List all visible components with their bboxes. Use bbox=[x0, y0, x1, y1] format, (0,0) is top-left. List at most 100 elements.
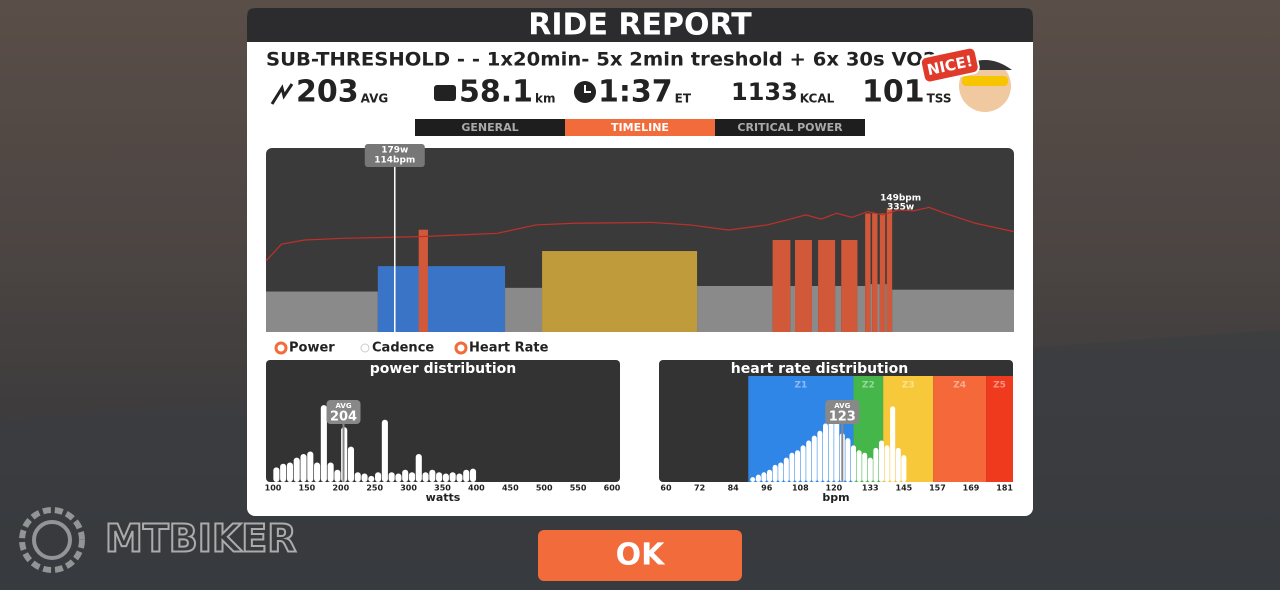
power-segment bbox=[790, 286, 795, 332]
avatar-glasses bbox=[962, 76, 1008, 86]
power-segment bbox=[835, 286, 842, 332]
hist-bar bbox=[368, 475, 375, 482]
hist-bar bbox=[789, 452, 795, 482]
x-tick-label: 100 bbox=[265, 484, 282, 493]
legend-swatch[interactable] bbox=[454, 341, 468, 355]
hist-bar bbox=[314, 462, 321, 482]
x-tick-label: 157 bbox=[929, 484, 946, 493]
ok-label[interactable]: OK bbox=[616, 538, 667, 573]
power-segment bbox=[505, 287, 543, 332]
badge-box bbox=[919, 46, 980, 84]
legend-swatch[interactable] bbox=[274, 341, 288, 355]
hist-bar bbox=[408, 472, 416, 482]
tab-label[interactable]: GENERAL bbox=[461, 121, 518, 134]
stat-unit: ET bbox=[675, 92, 692, 106]
x-tick-label: 169 bbox=[963, 484, 980, 493]
power-segment bbox=[885, 284, 887, 332]
hist-bar bbox=[307, 451, 314, 482]
hist-bar bbox=[415, 453, 422, 482]
stat-unit: TSS bbox=[927, 92, 952, 106]
hist-bar bbox=[347, 446, 355, 482]
power-segment bbox=[418, 229, 428, 332]
power-segment bbox=[892, 289, 1014, 332]
hist-bar bbox=[901, 455, 907, 482]
tab-active[interactable] bbox=[565, 119, 715, 136]
power-segment bbox=[772, 240, 791, 332]
power-segment bbox=[794, 240, 812, 332]
hist-bar bbox=[834, 411, 840, 482]
hist-bar bbox=[890, 406, 896, 482]
x-tick-label: 200 bbox=[332, 484, 349, 493]
x-tick-label: 400 bbox=[468, 484, 485, 493]
x-tick-label: 145 bbox=[896, 484, 913, 493]
hist-bar bbox=[755, 474, 761, 482]
hist-bar bbox=[449, 472, 456, 482]
hr-dist-title: heart rate distribution bbox=[731, 361, 908, 377]
hist-bar bbox=[873, 447, 879, 482]
hist-bar bbox=[845, 438, 851, 482]
avg-box bbox=[326, 400, 361, 424]
hist-bar bbox=[422, 472, 429, 482]
stat-value: 1:37 bbox=[598, 75, 673, 110]
stat-unit: km bbox=[535, 92, 555, 106]
hist-bar bbox=[280, 463, 287, 482]
x-tick-label: 108 bbox=[792, 484, 809, 493]
hist-bar bbox=[402, 469, 409, 482]
x-tick-label: 300 bbox=[400, 484, 417, 493]
power-segment bbox=[818, 240, 836, 332]
x-tick-label: 600 bbox=[604, 484, 621, 493]
avg-label: AVG bbox=[335, 402, 351, 410]
hist-bar bbox=[878, 440, 884, 482]
x-tick-label: 60 bbox=[660, 484, 672, 493]
power-icon bbox=[270, 83, 294, 105]
tab-label[interactable]: TIMELINE bbox=[611, 121, 669, 134]
x-tick-label: 72 bbox=[694, 484, 705, 493]
legend-label[interactable]: Cadence bbox=[372, 341, 434, 356]
hist-bar bbox=[395, 473, 402, 482]
x-tick-label: 150 bbox=[299, 484, 316, 493]
hist-bar bbox=[800, 445, 806, 482]
tab[interactable] bbox=[715, 119, 865, 136]
hist-bar bbox=[884, 445, 890, 482]
legend-label[interactable]: Heart Rate bbox=[469, 341, 549, 356]
stat-value: 101 bbox=[862, 75, 925, 110]
hist-bar bbox=[862, 452, 868, 482]
hist-bar bbox=[778, 462, 784, 482]
avg-box bbox=[825, 400, 860, 424]
power-segment bbox=[857, 286, 866, 332]
hist-bar bbox=[293, 457, 300, 482]
time-icon-hands bbox=[584, 85, 591, 93]
hist-bar bbox=[463, 469, 470, 482]
hist-bar bbox=[327, 462, 334, 482]
hist-bar bbox=[856, 450, 862, 482]
legend-label[interactable]: Power bbox=[289, 341, 335, 356]
hist-bar bbox=[811, 435, 817, 482]
power-segment bbox=[266, 291, 378, 332]
hist-bar bbox=[806, 440, 812, 482]
x-tick-label: 96 bbox=[761, 484, 773, 493]
x-tick-label: 84 bbox=[728, 484, 740, 493]
power-dist-bg bbox=[266, 360, 620, 482]
distance-icon bbox=[434, 85, 456, 101]
legend-swatch[interactable] bbox=[360, 343, 370, 353]
hist-bar bbox=[456, 473, 463, 482]
hist-bar bbox=[767, 469, 773, 482]
watermark: MTBIKER bbox=[105, 517, 297, 561]
stat-value: 203 bbox=[296, 75, 359, 110]
x-tick-label: 250 bbox=[366, 484, 383, 493]
zone-label: Z5 bbox=[993, 381, 1006, 391]
workout-name: SUB-THRESHOLD - - 1x20min- 5x 2min tresh… bbox=[266, 49, 978, 71]
peak-label: 335w bbox=[887, 203, 914, 213]
hist-bar bbox=[320, 405, 327, 482]
peak-label: 149bpm bbox=[880, 194, 921, 204]
tab[interactable] bbox=[415, 119, 565, 136]
cursor-label: 179w bbox=[381, 146, 408, 156]
avg-value: 123 bbox=[829, 410, 856, 425]
watermark-logo bbox=[19, 507, 85, 573]
tab-label[interactable]: CRITICAL POWER bbox=[737, 121, 843, 134]
zone-label: Z3 bbox=[902, 381, 915, 391]
ok-button[interactable] bbox=[538, 530, 742, 581]
stat-value: 58.1 bbox=[459, 75, 533, 110]
hist-bar bbox=[375, 472, 382, 482]
